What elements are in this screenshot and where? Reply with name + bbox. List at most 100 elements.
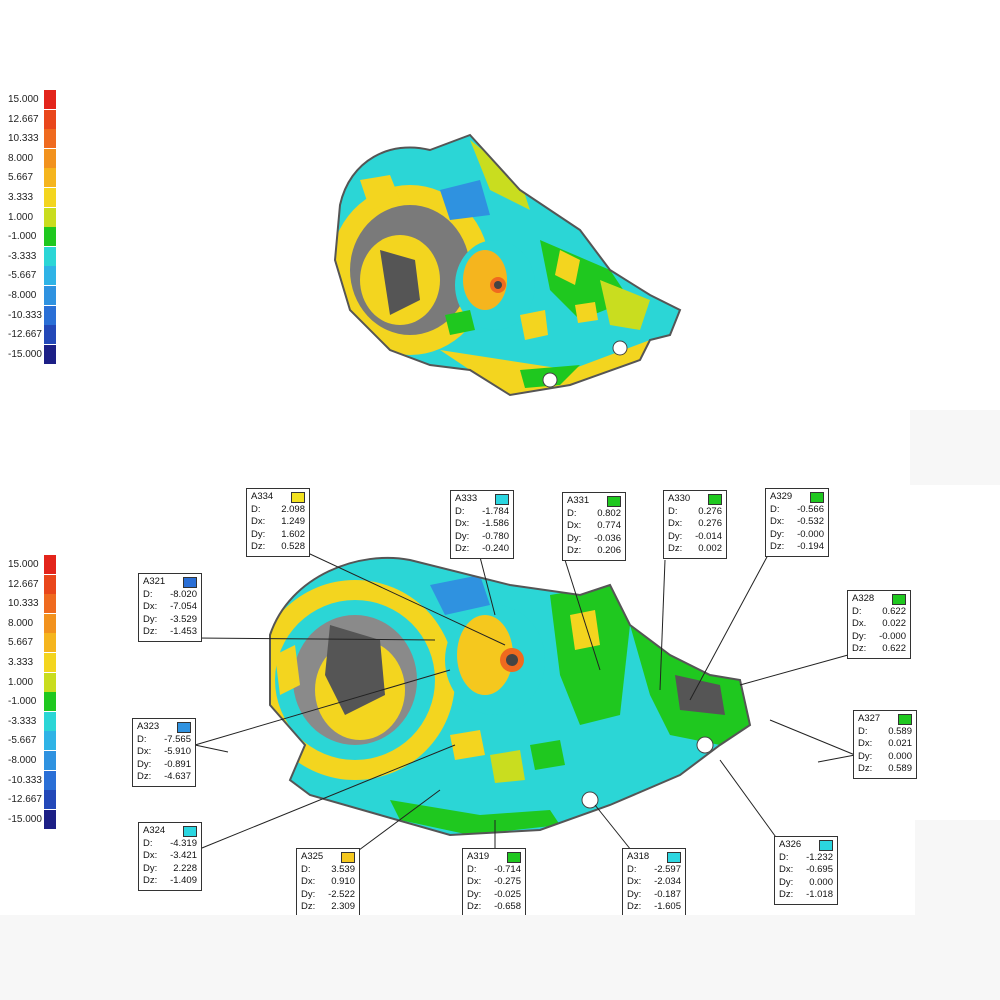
callout-key: Dx: [627, 876, 642, 887]
callout-value: -8.020 [170, 588, 197, 600]
callout-key: D: [143, 837, 153, 849]
callout-a324: A324 D: -4.319 Dx: -3.421 Dy: 2.228 Dz: -1.409 [138, 822, 202, 891]
callout-row: Dx: -2.034 [627, 876, 681, 889]
callout-row: Dy: 1.602 [251, 529, 305, 542]
callout-row: D: 0.622 [852, 606, 906, 619]
callout-row: Dy: -0.187 [627, 889, 681, 902]
callout-value: 1.602 [281, 528, 305, 540]
callout-row: Dx: -0.275 [467, 876, 521, 889]
callout-key: Dx. [852, 618, 867, 629]
callout-key: Dy: [567, 532, 582, 544]
callout-a318: A318 D: -2.597 Dx: -2.034 Dy: -0.187 Dz: -1.605 [622, 848, 686, 917]
callout-value: 0.000 [809, 876, 833, 888]
callout-id: A324 [143, 825, 166, 836]
scale-swatch [44, 305, 56, 325]
callout-row: D: 0.276 [668, 506, 722, 519]
callout-key: Dy: [251, 528, 266, 540]
callout-key: Dz: [137, 771, 152, 782]
scale-swatch [44, 344, 56, 364]
callout-value: 0.774 [597, 520, 621, 531]
callout-key: Dz: [143, 875, 158, 886]
scale-row: -5.667 [0, 731, 60, 751]
footer-band [0, 915, 1000, 1000]
callout-key: Dy: [858, 750, 873, 762]
callout-row: Dx: -0.695 [779, 864, 833, 877]
callout-color-swatch [495, 493, 509, 505]
callout-key: D: [137, 733, 147, 745]
callout-key: Dx: [858, 738, 873, 749]
callout-key: Dy: [143, 613, 158, 625]
scale-swatch [44, 148, 56, 168]
callout-key: D: [858, 725, 868, 737]
callout-value: -3.529 [170, 613, 197, 625]
deviation-model-bottom [269, 556, 752, 837]
callout-row: Dy: -3.529 [143, 614, 197, 627]
callout-header: A326 [779, 839, 833, 852]
callout-a326: A326 D: -1.232 Dx: -0.695 Dy: 0.000 Dz: -1.018 [774, 836, 838, 905]
scale-row: -15.000 [0, 344, 60, 364]
scale-swatch [44, 751, 56, 770]
callout-value: -0.566 [797, 503, 824, 515]
callout-header: A329 [770, 491, 824, 504]
scale-row: 3.333 [0, 653, 60, 672]
scale-label: 12.667 [8, 113, 39, 125]
callout-header: A325 [301, 851, 355, 864]
callout-key: Dy: [467, 888, 482, 900]
callout-id: A328 [852, 593, 875, 604]
callout-key: Dz: [858, 763, 873, 774]
callout-a331: A331 D: 0.802 Dx: 0.774 Dy: -0.036 Dz: 0.206 [562, 492, 626, 561]
callout-key: Dz: [567, 545, 582, 556]
callout-value: -0.240 [482, 543, 509, 554]
callout-key: Dy: [779, 876, 794, 888]
callout-key: Dx: [143, 850, 158, 861]
scale-label: 10.333 [8, 598, 39, 610]
scale-swatch [44, 711, 56, 731]
scale-row: 1.000 [0, 672, 60, 692]
callout-a325: A325 D: 3.539 Dx: 0.910 Dy: -2.522 Dz: 2.309 [296, 848, 360, 917]
callout-id: A334 [251, 491, 274, 502]
background-panel [915, 820, 1000, 915]
callout-value: -0.025 [494, 888, 521, 900]
callout-row: Dy: -0.014 [668, 531, 722, 544]
scale-row: 1.000 [0, 207, 60, 227]
scale-row: -15.000 [0, 809, 60, 829]
callout-key: D: [301, 863, 311, 875]
callout-key: D: [627, 863, 637, 875]
callout-id: A331 [567, 495, 590, 506]
callout-row: Dx. 0.022 [852, 618, 906, 631]
callout-value: 0.276 [698, 505, 722, 517]
callout-key: Dy: [301, 888, 316, 900]
callout-value: 0.589 [888, 763, 912, 774]
callout-color-swatch [819, 839, 833, 851]
callout-row: D: -1.232 [779, 852, 833, 865]
callout-color-swatch [708, 493, 722, 505]
callout-value: -1.586 [482, 518, 509, 529]
callout-row: Dy: -0.000 [852, 631, 906, 644]
callout-row: Dx: 0.910 [301, 876, 355, 889]
callout-id: A319 [467, 851, 490, 862]
callout-value: -1.018 [806, 889, 833, 900]
callout-color-swatch [183, 825, 197, 837]
callout-row: Dz: 0.589 [858, 763, 912, 776]
callout-id: A333 [455, 493, 478, 504]
callout-row: D: 3.539 [301, 864, 355, 877]
scale-row: 8.000 [0, 148, 60, 168]
callout-value: -3.421 [170, 850, 197, 861]
scale-label: 5.667 [8, 172, 34, 184]
callout-value: 0.206 [597, 545, 621, 556]
callout-row: Dz: -0.240 [455, 543, 509, 556]
callout-key: Dz: [627, 901, 642, 912]
callout-row: Dz: -1.453 [143, 626, 197, 639]
callout-key: D: [143, 588, 153, 600]
callout-id: A318 [627, 851, 650, 862]
scale-swatch [44, 109, 56, 129]
scale-row: -3.333 [0, 246, 60, 266]
callout-value: 2.228 [173, 862, 197, 874]
callout-header: A328 [852, 593, 906, 606]
callout-header: A333 [455, 493, 509, 506]
scale-row: 12.667 [0, 574, 60, 594]
scale-row: 5.667 [0, 633, 60, 653]
scale-row: -1.000 [0, 692, 60, 712]
callout-row: Dz: -1.409 [143, 875, 197, 888]
